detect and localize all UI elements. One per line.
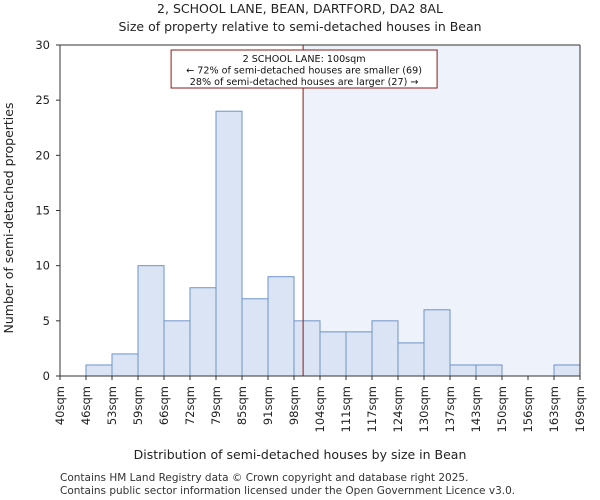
histogram-bar xyxy=(111,353,139,377)
histogram-bar xyxy=(267,276,295,377)
x-tick-label: 72sqm xyxy=(183,386,197,425)
x-axis-label: Distribution of semi-detached houses by … xyxy=(134,447,467,462)
histogram-bar xyxy=(85,364,113,377)
x-tick-label: 79sqm xyxy=(209,386,223,425)
histogram-bar xyxy=(215,110,243,377)
histogram-bar xyxy=(137,265,165,377)
x-tick-label: 137sqm xyxy=(443,386,457,432)
footer-line-2: Contains public sector information licen… xyxy=(60,485,515,497)
x-tick-label: 104sqm xyxy=(313,386,327,432)
x-tick-label: 53sqm xyxy=(105,386,119,425)
histogram-bar xyxy=(475,364,503,377)
x-tick-label: 130sqm xyxy=(417,386,431,432)
x-tick-label: 143sqm xyxy=(469,386,483,432)
x-tick-label: 150sqm xyxy=(495,386,509,432)
y-tick-label: 25 xyxy=(35,93,50,107)
y-tick-label: 15 xyxy=(35,204,50,218)
x-tick-label: 111sqm xyxy=(339,386,353,432)
histogram-bar xyxy=(553,364,581,377)
annotation-line: ← 72% of semi-detached houses are smalle… xyxy=(186,66,422,77)
histogram-bar xyxy=(371,320,399,377)
x-tick-label: 40sqm xyxy=(53,386,67,425)
x-tick-label: 91sqm xyxy=(261,386,275,425)
x-tick-label: 85sqm xyxy=(235,386,249,425)
x-tick-label: 117sqm xyxy=(365,386,379,432)
x-tick-label: 46sqm xyxy=(79,386,93,425)
histogram-bar xyxy=(345,331,373,377)
x-tick-label: 124sqm xyxy=(391,386,405,432)
histogram-bar xyxy=(241,298,269,377)
y-tick-label: 30 xyxy=(35,38,50,52)
plot-area: 0 5 10 15 20 25 30 40sqm 46sqm 53sqm 59sqm 66sqm 72s… xyxy=(35,38,587,432)
y-tick-label: 20 xyxy=(35,148,50,162)
x-tick-label: 169sqm xyxy=(573,386,587,432)
annotation-line: 28% of semi-detached houses are larger (… xyxy=(190,77,419,88)
y-tick-label: 10 xyxy=(35,259,50,273)
histogram-bar xyxy=(423,309,451,377)
annotation-box xyxy=(170,49,438,89)
x-tick-label: 98sqm xyxy=(287,386,301,425)
y-axis-label: Number of semi-detached properties xyxy=(1,103,16,334)
histogram-bar xyxy=(163,320,191,377)
annotation-line: 2 SCHOOL LANE: 100sqm xyxy=(243,54,366,65)
x-tick-label: 163sqm xyxy=(547,386,561,432)
x-tick-label: 156sqm xyxy=(521,386,535,432)
x-tick-label: 66sqm xyxy=(157,386,171,425)
histogram-bar xyxy=(189,287,217,377)
y-tick-label: 5 xyxy=(43,314,50,328)
chart-title: 2, SCHOOL LANE, BEAN, DARTFORD, DA2 8AL xyxy=(157,1,443,16)
histogram-bar xyxy=(293,320,321,377)
footer-line-1: Contains HM Land Registry data © Crown c… xyxy=(60,472,468,484)
histogram-bar xyxy=(319,331,347,377)
y-tick-label: 0 xyxy=(43,369,50,383)
x-tick-label: 59sqm xyxy=(131,386,145,425)
histogram-bar xyxy=(397,342,425,377)
chart-subtitle: Size of property relative to semi-detach… xyxy=(118,19,481,34)
histogram-bar xyxy=(449,364,477,377)
